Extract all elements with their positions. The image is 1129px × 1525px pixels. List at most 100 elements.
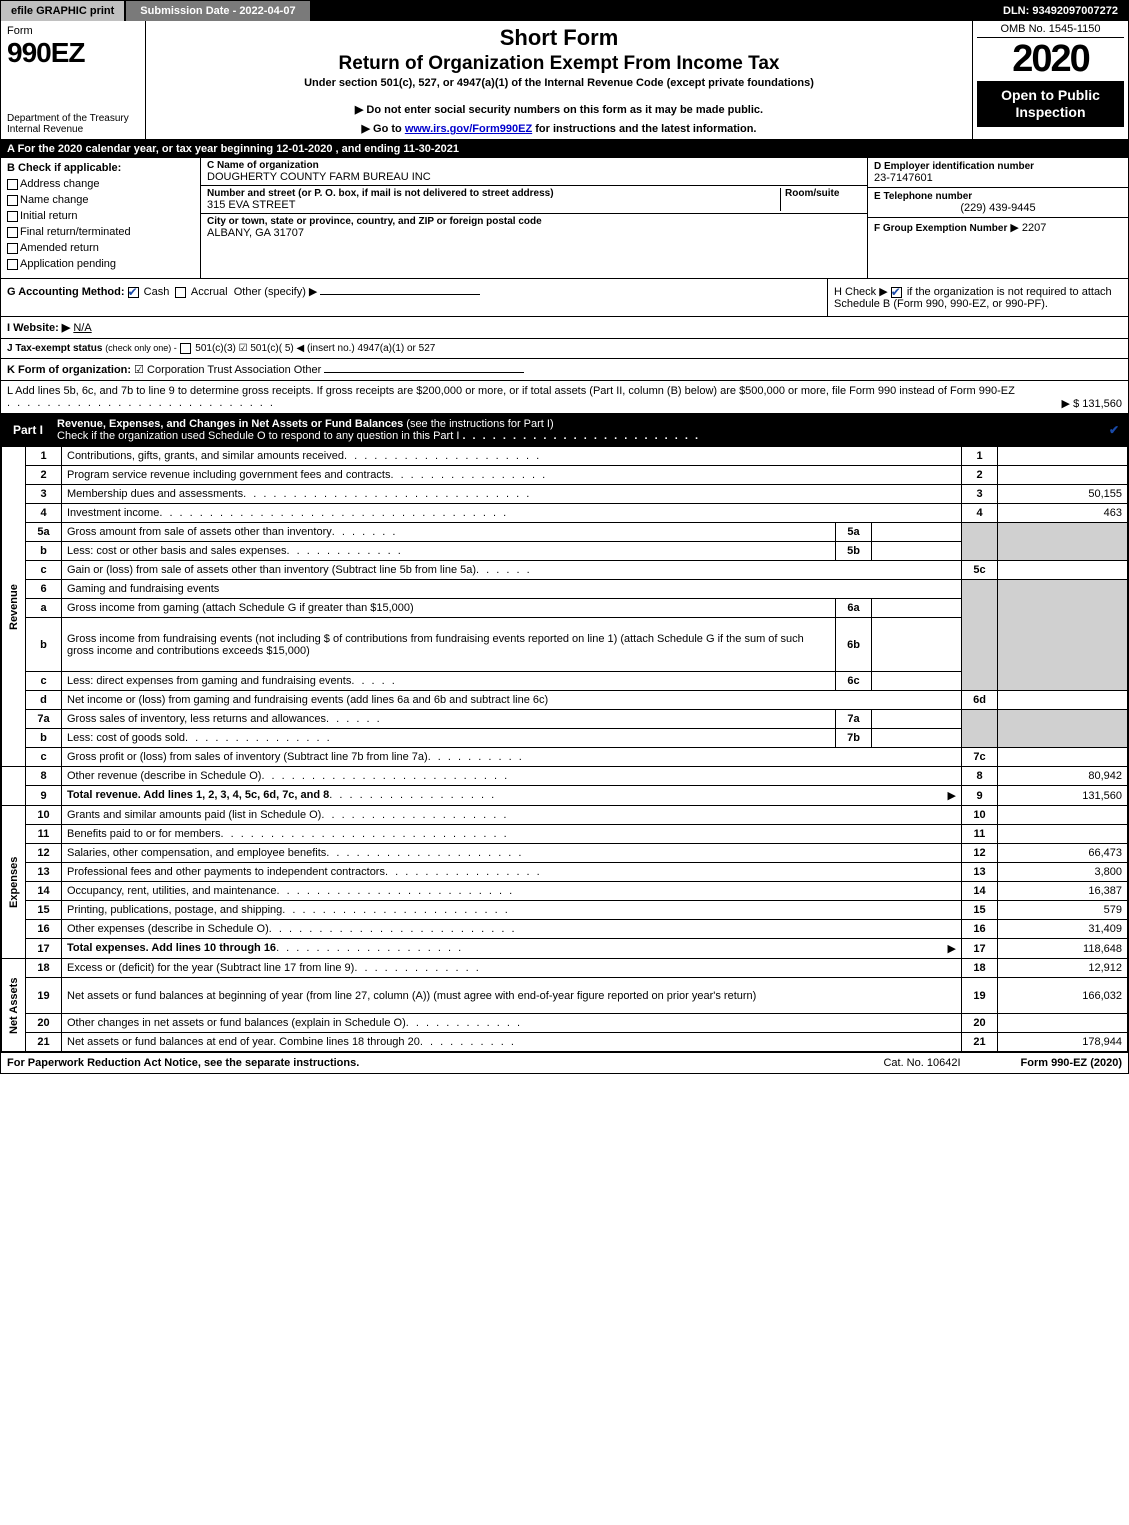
- city-row: City or town, state or province, country…: [201, 214, 867, 241]
- line-7ab-shade: [962, 710, 998, 748]
- line-13-amount: 3,800: [998, 863, 1128, 882]
- cb-cash[interactable]: [128, 287, 139, 298]
- line-5c-num: c: [26, 561, 62, 580]
- line-4-desc: Investment income. . . . . . . . . . . .…: [62, 504, 962, 523]
- line-2-amount: [998, 466, 1128, 485]
- line-13-num: 13: [26, 863, 62, 882]
- line-7c-rnum: 7c: [962, 748, 998, 767]
- line-3-num: 3: [26, 485, 62, 504]
- line-18-rnum: 18: [962, 959, 998, 978]
- line-21-amount: 178,944: [998, 1033, 1128, 1052]
- section-h: H Check ▶ if the organization is not req…: [828, 279, 1128, 316]
- line-19-amount: 166,032: [998, 978, 1128, 1014]
- line-6-num: 6: [26, 580, 62, 599]
- line-5b-ival: [872, 542, 962, 561]
- gross-receipts-value: ▶ $ 131,560: [1062, 397, 1122, 410]
- line-5a-ival: [872, 523, 962, 542]
- line-19-num: 19: [26, 978, 62, 1014]
- line-14-rnum: 14: [962, 882, 998, 901]
- line-7a-num: 7a: [26, 710, 62, 729]
- part-1-table: Revenue 1 Contributions, gifts, grants, …: [1, 446, 1128, 1052]
- line-6abc-shade: [962, 580, 998, 691]
- line-2-desc: Program service revenue including govern…: [62, 466, 962, 485]
- line-8-amount: 80,942: [998, 767, 1128, 786]
- city-value: ALBANY, GA 31707: [207, 227, 861, 239]
- line-5b-num: b: [26, 542, 62, 561]
- part-1-note: (see the instructions for Part I): [406, 418, 553, 430]
- page-footer: For Paperwork Reduction Act Notice, see …: [1, 1052, 1128, 1073]
- line-6b-inum: 6b: [836, 618, 872, 672]
- goto-line: ▶ Go to www.irs.gov/Form990EZ for instru…: [154, 122, 964, 135]
- line-17-rnum: 17: [962, 939, 998, 959]
- line-2-rnum: 2: [962, 466, 998, 485]
- section-d: D Employer identification number 23-7147…: [868, 158, 1128, 188]
- line-11-num: 11: [26, 825, 62, 844]
- cb-schedule-b-not-required[interactable]: [891, 287, 902, 298]
- revenue-side-continuation: [2, 767, 26, 806]
- line-5b-inum: 5b: [836, 542, 872, 561]
- part-1-title: Revenue, Expenses, and Changes in Net As…: [57, 418, 403, 430]
- line-15-rnum: 15: [962, 901, 998, 920]
- street-value: 315 EVA STREET: [207, 199, 776, 211]
- dept-irs: Internal Revenue: [7, 124, 139, 135]
- section-f: F Group Exemption Number ▶ 2207: [868, 218, 1128, 237]
- line-19-rnum: 19: [962, 978, 998, 1014]
- section-b: B Check if applicable: Address change Na…: [1, 158, 201, 278]
- cb-501c3[interactable]: [180, 343, 191, 354]
- line-16-amount: 31,409: [998, 920, 1128, 939]
- line-9-desc: Total revenue. Add lines 1, 2, 3, 4, 5c,…: [62, 786, 962, 806]
- line-1-amount: [998, 447, 1128, 466]
- line-4-rnum: 4: [962, 504, 998, 523]
- gh-row: G Accounting Method: Cash Accrual Other …: [1, 279, 1128, 317]
- expenses-side-label: Expenses: [2, 806, 26, 959]
- section-c: C Name of organization DOUGHERTY COUNTY …: [201, 158, 868, 278]
- cb-name-change[interactable]: Name change: [7, 194, 194, 206]
- cb-address-change[interactable]: Address change: [7, 178, 194, 190]
- line-7a-ival: [872, 710, 962, 729]
- dln-label: DLN: 93492097007272: [993, 1, 1128, 21]
- line-3-rnum: 3: [962, 485, 998, 504]
- line-5c-desc: Gain or (loss) from sale of assets other…: [62, 561, 962, 580]
- line-9-amount: 131,560: [998, 786, 1128, 806]
- efile-print-button[interactable]: efile GRAPHIC print: [1, 1, 126, 21]
- line-16-num: 16: [26, 920, 62, 939]
- form-number: 990EZ: [7, 37, 139, 69]
- header-mid: Short Form Return of Organization Exempt…: [146, 21, 973, 139]
- line-18-desc: Excess or (deficit) for the year (Subtra…: [62, 959, 962, 978]
- ein-label: D Employer identification number: [874, 161, 1122, 172]
- line-7b-inum: 7b: [836, 729, 872, 748]
- line-17-num: 17: [26, 939, 62, 959]
- cb-amended-return[interactable]: Amended return: [7, 242, 194, 254]
- line-10-desc: Grants and similar amounts paid (list in…: [62, 806, 962, 825]
- cb-final-return[interactable]: Final return/terminated: [7, 226, 194, 238]
- section-i: I Website: ▶ N/A: [1, 317, 1128, 339]
- tax-exempt-label: J Tax-exempt status: [7, 343, 102, 354]
- line-1-rnum: 1: [962, 447, 998, 466]
- section-def: D Employer identification number 23-7147…: [868, 158, 1128, 278]
- line-6b-num: b: [26, 618, 62, 672]
- line-20-amount: [998, 1014, 1128, 1033]
- department-label: Department of the Treasury Internal Reve…: [7, 113, 139, 135]
- cb-accrual[interactable]: [175, 287, 186, 298]
- line-7c-num: c: [26, 748, 62, 767]
- line-3-desc: Membership dues and assessments. . . . .…: [62, 485, 962, 504]
- form-word: Form: [7, 25, 139, 37]
- line-15-desc: Printing, publications, postage, and shi…: [62, 901, 962, 920]
- dept-treasury: Department of the Treasury: [7, 113, 139, 124]
- line-5ab-shade-amt: [998, 523, 1128, 561]
- instructions-link[interactable]: www.irs.gov/Form990EZ: [405, 123, 532, 135]
- paperwork-notice: For Paperwork Reduction Act Notice, see …: [7, 1057, 359, 1069]
- form-of-org-label: K Form of organization:: [7, 364, 131, 376]
- other-specify-input[interactable]: [320, 294, 480, 295]
- line-18-amount: 12,912: [998, 959, 1128, 978]
- line-6-desc: Gaming and fundraising events: [62, 580, 962, 599]
- line-10-num: 10: [26, 806, 62, 825]
- other-org-input[interactable]: [324, 372, 524, 373]
- section-k: K Form of organization: ☑ Corporation Tr…: [1, 359, 1128, 381]
- line-13-desc: Professional fees and other payments to …: [62, 863, 962, 882]
- cb-initial-return[interactable]: Initial return: [7, 210, 194, 222]
- cb-application-pending[interactable]: Application pending: [7, 258, 194, 270]
- cb-schedule-o-used[interactable]: [1109, 425, 1120, 436]
- group-exemption-value: ▶ 2207: [1010, 222, 1046, 234]
- short-form-title: Short Form: [154, 25, 964, 51]
